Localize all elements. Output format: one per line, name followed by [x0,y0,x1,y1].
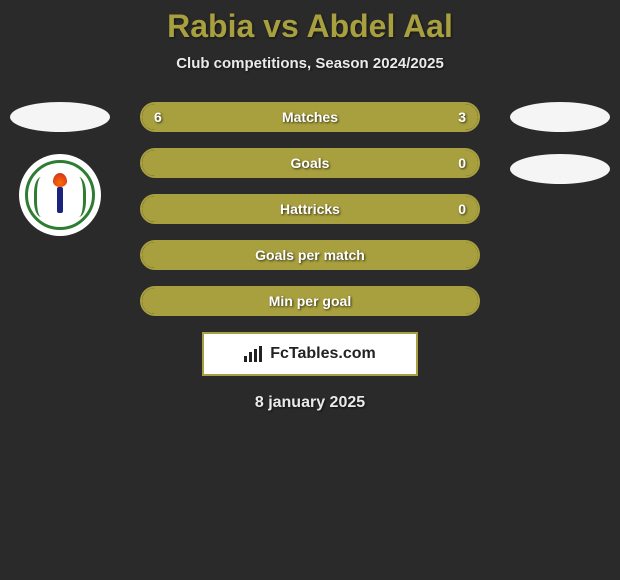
date-text: 8 january 2025 [0,394,620,412]
stat-row: Goals0 [140,148,480,178]
stat-value-right: 0 [458,196,466,222]
stat-value-right: 3 [458,104,466,130]
subtitle: Club competitions, Season 2024/2025 [0,55,620,72]
left-player-column [10,102,110,236]
stat-label: Matches [142,104,478,130]
laurel-left-icon [34,177,52,217]
left-player-placeholder [10,102,110,132]
stat-row: Min per goal [140,286,480,316]
stats-bars: Matches63Goals0Hattricks0Goals per match… [140,102,480,316]
left-club-logo [19,154,101,236]
stats-area: Matches63Goals0Hattricks0Goals per match… [0,102,620,316]
laurel-right-icon [68,177,86,217]
bars-chart-icon [244,346,264,362]
stat-row: Matches6 3 [140,102,480,132]
torch-flame-icon [53,173,67,187]
stat-row: Goals per match [140,240,480,270]
stat-value-right: 0 [458,150,466,176]
right-club-placeholder [510,154,610,184]
stat-label: Goals [142,150,478,176]
stat-value-left: 6 [154,104,162,130]
right-player-placeholder [510,102,610,132]
stat-label: Goals per match [142,242,478,268]
stat-label: Min per goal [142,288,478,314]
torch-icon [51,175,69,215]
right-player-column [510,102,610,184]
torch-handle-icon [57,187,63,213]
stat-row: Hattricks0 [140,194,480,224]
stat-label: Hattricks [142,196,478,222]
page-title: Rabia vs Abdel Aal [0,0,620,45]
footer-brand-badge[interactable]: FcTables.com [202,332,418,376]
club-logo-inner [25,160,95,230]
footer-brand-text: FcTables.com [270,345,376,363]
